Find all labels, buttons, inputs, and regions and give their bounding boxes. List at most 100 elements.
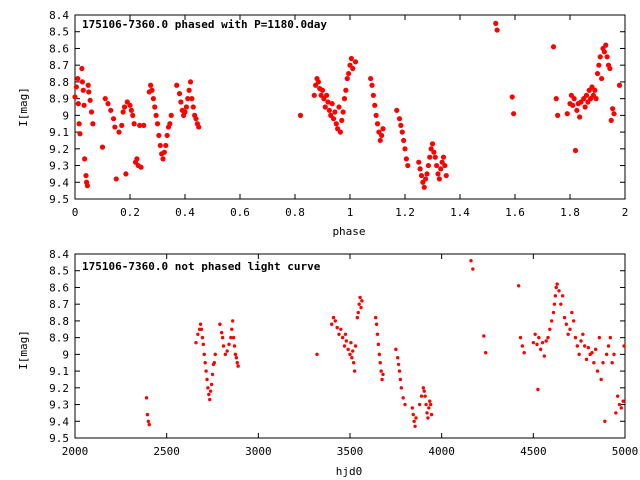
data-point [341, 96, 348, 102]
data-point [324, 92, 330, 98]
data-point [185, 96, 191, 102]
data-point [340, 335, 345, 340]
data-point [152, 104, 158, 110]
data-point [186, 87, 192, 93]
data-point [81, 102, 87, 108]
data-point [374, 121, 381, 127]
x-tick-label: 2000 [62, 445, 89, 458]
data-point [548, 327, 552, 331]
data-point [597, 335, 602, 340]
data-point [332, 109, 338, 115]
data-point [621, 399, 625, 403]
data-point [438, 166, 444, 172]
data-point [330, 116, 337, 122]
data-point [570, 102, 576, 108]
data-point [333, 319, 338, 323]
data-point [86, 89, 92, 95]
data-point [343, 332, 348, 336]
y-tick-label: 9 [62, 109, 69, 122]
data-point [232, 344, 237, 348]
data-point [342, 344, 347, 348]
data-point [196, 332, 200, 336]
data-point [219, 330, 224, 335]
data-point [622, 344, 626, 348]
data-point [610, 361, 614, 365]
data-point [482, 334, 486, 338]
data-point [163, 142, 169, 149]
data-point [335, 325, 339, 330]
data-point [376, 342, 381, 347]
data-point [196, 124, 202, 130]
data-point [350, 65, 356, 72]
data-point [183, 104, 189, 110]
data-point [550, 44, 557, 50]
data-point [87, 97, 93, 103]
data-point [230, 327, 234, 331]
data-point [119, 122, 125, 128]
data-point [381, 372, 385, 377]
data-point [615, 394, 620, 398]
data-point [542, 354, 547, 358]
data-point [346, 70, 352, 77]
data-point [583, 92, 590, 98]
data-point [427, 406, 431, 410]
y-tick-label: 8.5 [49, 26, 69, 39]
data-point [153, 112, 159, 118]
data-point [167, 121, 173, 127]
plot-frame [74, 14, 626, 200]
data-point [380, 377, 384, 382]
data-point [209, 382, 214, 387]
data-point [231, 335, 236, 340]
x-tick-label: 2 [622, 206, 629, 219]
data-point [538, 347, 543, 352]
data-point [592, 361, 596, 365]
data-point [572, 147, 579, 154]
data-point [233, 352, 238, 357]
data-point [443, 172, 449, 179]
data-point [425, 411, 429, 415]
x-tick-label: 1.4 [450, 206, 470, 219]
data-point [75, 75, 81, 82]
data-point [599, 75, 605, 82]
x-tick-label: 1.2 [395, 206, 415, 219]
y-tick-label: 9.4 [49, 415, 69, 428]
data-point [423, 176, 429, 182]
data-point [123, 171, 129, 177]
data-point [156, 132, 162, 139]
y-tick-label: 9.4 [49, 176, 69, 189]
data-point [297, 112, 304, 118]
y-tick-label: 8.4 [49, 9, 69, 22]
data-point [329, 322, 334, 326]
data-point [344, 75, 350, 82]
data-point [616, 82, 623, 88]
data-point [355, 315, 360, 320]
data-point [608, 117, 614, 123]
data-point [610, 106, 616, 112]
data-point [418, 172, 425, 179]
data-point [401, 137, 407, 144]
data-point [426, 416, 430, 420]
x-tick-label: 4500 [520, 445, 547, 458]
data-point [348, 55, 354, 62]
data-point [311, 92, 317, 98]
data-point [436, 176, 442, 182]
data-point [90, 121, 96, 127]
data-point [396, 116, 403, 122]
data-point [144, 396, 149, 400]
data-point [373, 112, 379, 118]
data-point [174, 82, 180, 88]
unphased-plot-xlabel: hjd0 [336, 465, 363, 478]
data-point [596, 62, 602, 68]
data-point [370, 92, 376, 98]
data-point [601, 49, 607, 55]
data-point [518, 335, 523, 340]
data-point [537, 335, 541, 340]
unphased-light-curve-plot: 175106-7360.0 not phased light curve hjd… [17, 248, 638, 478]
data-point [85, 82, 91, 88]
data-point [234, 356, 239, 360]
data-point [571, 96, 577, 102]
data-point [208, 397, 212, 402]
data-point [531, 340, 536, 345]
data-point [607, 65, 613, 72]
